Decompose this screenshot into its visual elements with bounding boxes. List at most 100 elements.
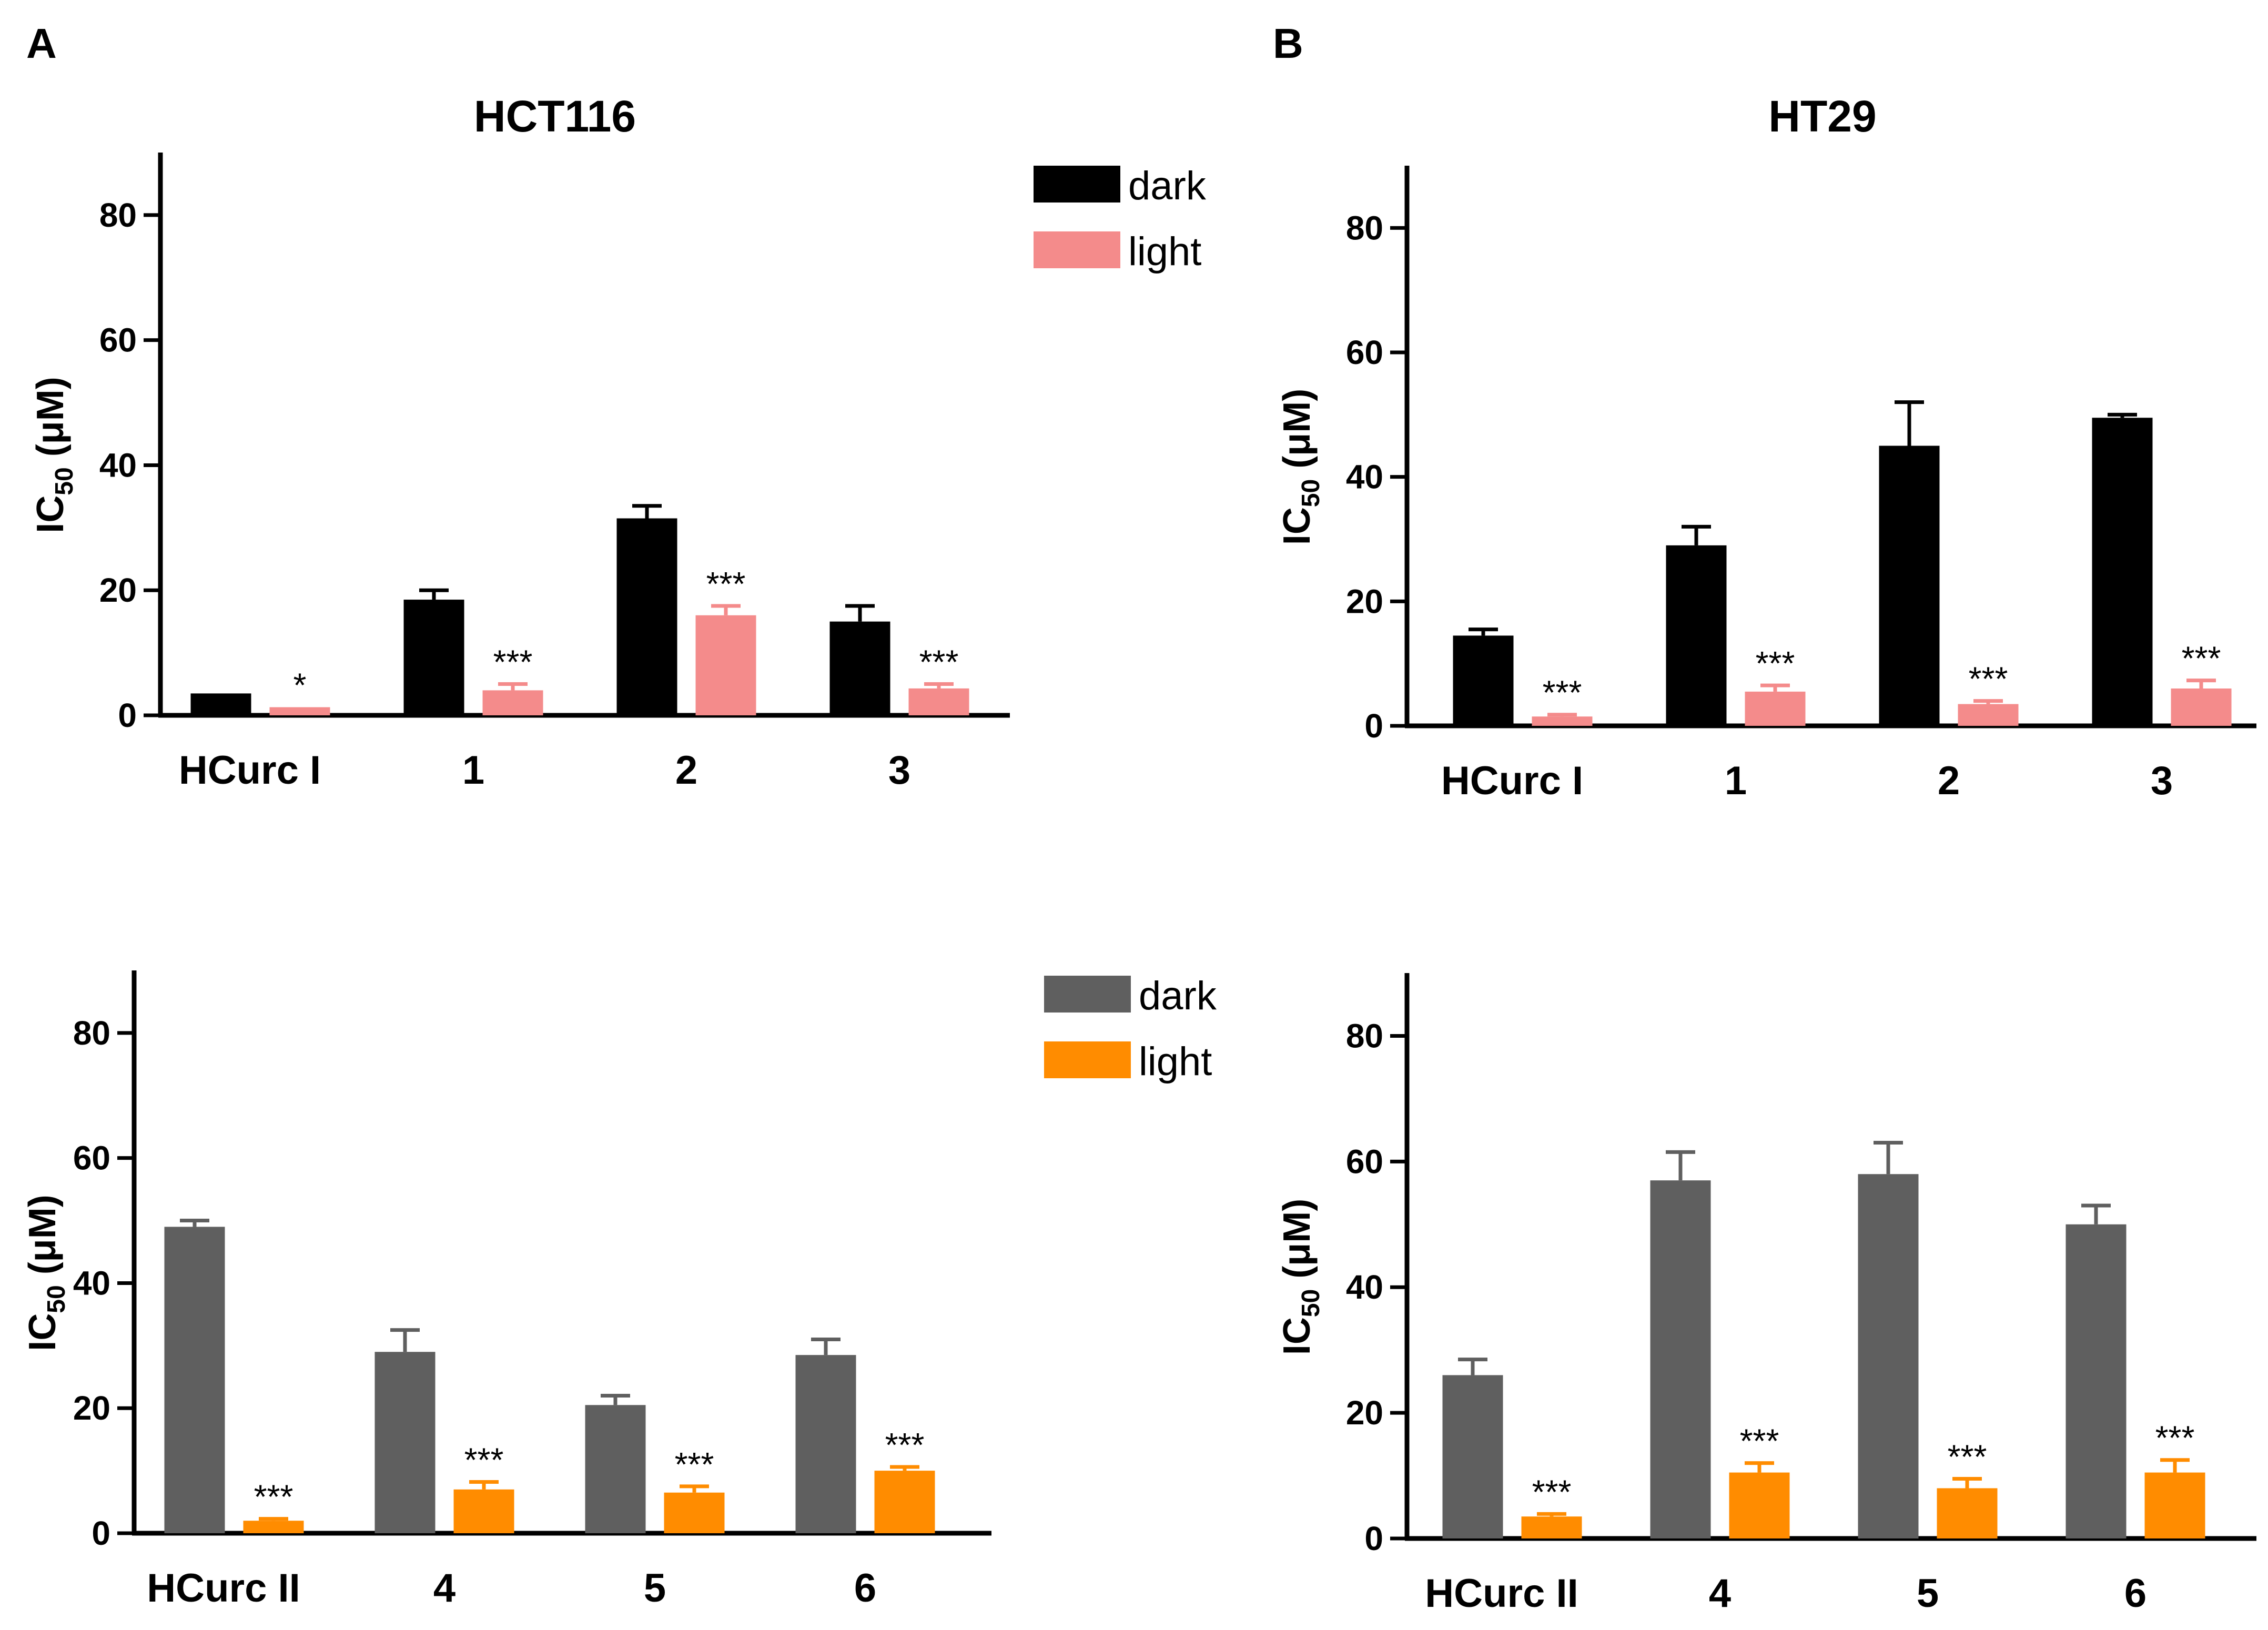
chart-4: 0 20 40 60 80 IC50 (μM) *** HCurc II *** 4 *** 5 ***…	[1276, 973, 2256, 1616]
y-tick-label: 40	[73, 1264, 110, 1302]
bar-dark	[1858, 1174, 1919, 1538]
y-tick-label: 80	[1346, 209, 1383, 247]
y-label-unit: (μM)	[29, 377, 72, 467]
bar-light	[482, 690, 543, 715]
significance-label: ***	[1532, 1473, 1572, 1511]
y-tick-label: 60	[99, 321, 137, 359]
bar-light	[1958, 704, 2019, 726]
y-tick-label: 0	[92, 1514, 110, 1552]
significance-label: ***	[1969, 660, 2008, 698]
bar-dark	[1650, 1180, 1711, 1538]
y-label-sub: 50	[50, 467, 78, 495]
y-label-sub: 50	[1297, 479, 1325, 507]
significance-label: ***	[493, 643, 533, 681]
bar-dark	[1666, 545, 1727, 726]
bar-light	[874, 1471, 935, 1533]
bar-light	[269, 707, 330, 715]
bar-light	[908, 688, 969, 715]
chart-1: HCT116 0 20 40 60 80 IC50 (μM) * HCurc I *** 1 *** 2…	[29, 92, 1207, 793]
chart-2: HT29 0 20 40 60 80 IC50 (μM) *** HCurc I *** 1 *** 2…	[1276, 92, 2256, 803]
significance-label: ***	[2182, 640, 2221, 677]
y-tick-label: 80	[1346, 1017, 1383, 1055]
significance-label: ***	[885, 1426, 925, 1464]
bar-light	[453, 1489, 514, 1533]
y-tick-label: 60	[1346, 333, 1383, 371]
bar-dark	[374, 1352, 436, 1533]
bar-dark	[190, 693, 251, 715]
y-tick-label: 40	[99, 446, 137, 484]
y-tick-label: 20	[73, 1389, 110, 1427]
legend-label-dark: dark	[1128, 164, 1207, 208]
legend-swatch-dark	[1044, 976, 1131, 1013]
significance-label: ***	[2155, 1419, 2195, 1457]
y-tick-label: 80	[99, 196, 137, 234]
y-label-main: IC	[29, 495, 72, 533]
y-tick-label: 20	[1346, 582, 1383, 620]
chart-3: 0 20 40 60 80 IC50 (μM) *** HCurc II *** 4 *** 5 ***…	[22, 970, 1217, 1611]
significance-label: ***	[464, 1441, 504, 1479]
x-category-label: 1	[462, 748, 484, 793]
bar-dark	[616, 518, 677, 715]
bar-dark	[403, 600, 464, 715]
x-category-label: 2	[1938, 758, 1960, 803]
bar-light	[2171, 689, 2232, 726]
x-category-label: 5	[1917, 1571, 1939, 1616]
significance-label: ***	[1948, 1438, 1987, 1476]
y-tick-label: 60	[1346, 1142, 1383, 1180]
legend-swatch-light	[1034, 231, 1120, 268]
y-tick-label: 0	[1364, 707, 1383, 745]
y-label-main: IC	[22, 1313, 64, 1351]
x-category-label: HCurc II	[1425, 1571, 1578, 1616]
y-tick-label: 0	[118, 696, 137, 734]
bar-dark	[829, 621, 890, 715]
y-axis-label: IC50 (μM)	[29, 377, 78, 533]
bar-dark	[2066, 1224, 2127, 1538]
y-tick-label: 20	[1346, 1394, 1383, 1432]
legend-swatch-dark	[1034, 166, 1120, 203]
bar-light	[664, 1492, 725, 1533]
panel-letter-b: B	[1273, 20, 1303, 67]
y-tick-label: 80	[73, 1014, 110, 1052]
bar-dark	[1453, 635, 1514, 726]
bar-dark	[1879, 446, 1940, 726]
x-category-label: 4	[433, 1566, 455, 1611]
legend-swatch-light	[1044, 1041, 1131, 1078]
x-category-label: 5	[644, 1566, 666, 1611]
bar-light	[1521, 1516, 1582, 1538]
bar-dark	[1442, 1375, 1503, 1538]
legend-label-light: light	[1139, 1039, 1212, 1084]
bar-dark	[164, 1227, 225, 1533]
y-label-main: IC	[1276, 507, 1318, 545]
y-tick-label: 40	[1346, 458, 1383, 496]
y-label-sub: 50	[43, 1285, 70, 1313]
significance-label: ***	[919, 643, 959, 681]
chart-title: HCT116	[474, 92, 636, 141]
bar-light	[243, 1521, 304, 1533]
panel-letter-a: A	[26, 20, 57, 67]
y-tick-label: 20	[99, 571, 137, 609]
bar-light	[1532, 716, 1593, 726]
bar-light	[695, 615, 756, 715]
x-category-label: 6	[2124, 1571, 2146, 1616]
legend-label-light: light	[1128, 229, 1201, 274]
significance-label: ***	[1756, 644, 1795, 682]
bar-dark	[2092, 418, 2153, 726]
y-axis-label: IC50 (μM)	[1276, 389, 1325, 545]
y-axis-label: IC50 (μM)	[22, 1194, 70, 1351]
significance-label: ***	[1543, 674, 1582, 712]
y-tick-label: 60	[73, 1139, 110, 1177]
x-category-label: 6	[854, 1566, 876, 1611]
bar-dark	[795, 1355, 856, 1533]
bar-dark	[585, 1405, 646, 1533]
y-axis-label: IC50 (μM)	[1276, 1199, 1325, 1355]
x-category-label: 3	[2151, 758, 2173, 803]
significance-label: *	[293, 666, 307, 704]
y-label-main: IC	[1276, 1317, 1318, 1355]
x-category-label: HCurc I	[179, 748, 321, 793]
chart-title: HT29	[1768, 92, 1876, 141]
significance-label: ***	[1740, 1422, 1779, 1460]
y-label-sub: 50	[1297, 1289, 1325, 1317]
bar-light	[1729, 1472, 1790, 1538]
